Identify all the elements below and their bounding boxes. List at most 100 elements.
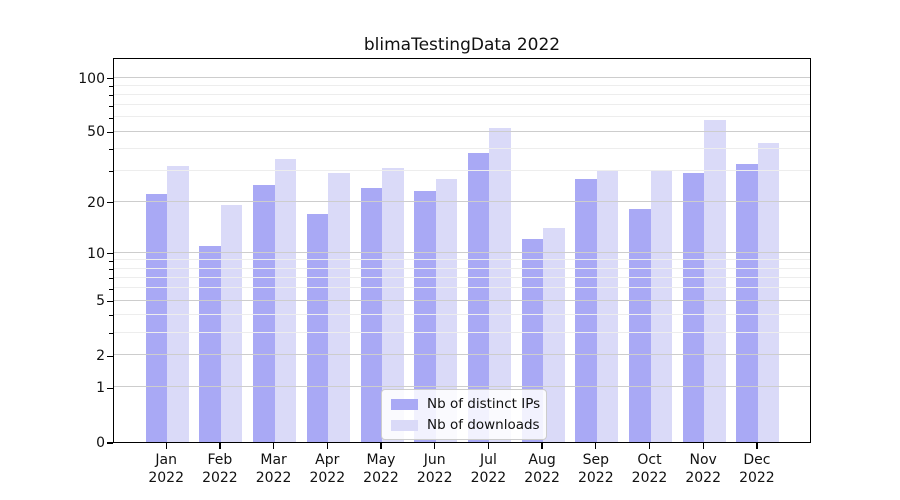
x-tick-label-feb: Feb 2022	[202, 452, 238, 486]
gridline	[114, 130, 810, 132]
y-tick-mark	[107, 131, 113, 134]
y-minor-tick-mark	[109, 333, 113, 334]
gridline	[114, 116, 810, 118]
gridline	[114, 386, 810, 388]
gridline	[114, 299, 810, 301]
bar-apr-downloads	[328, 173, 350, 442]
x-tick-mark	[434, 443, 436, 449]
bar-apr-distinct-ips	[306, 213, 329, 442]
legend-item-distinct-ips: Nb of distinct IPs	[391, 396, 541, 412]
x-tick-mark	[380, 443, 382, 449]
bar-jun-distinct-ips	[414, 191, 436, 442]
bar-dec-downloads	[757, 143, 780, 442]
x-tick-label-sep: Sep 2022	[577, 452, 614, 486]
y-tick-mark	[107, 442, 113, 444]
y-minor-tick-mark	[109, 105, 113, 107]
x-tick-label-may: May 2022	[363, 452, 399, 486]
gridline	[114, 169, 810, 171]
legend-swatch-distinct-ips	[391, 398, 418, 410]
bar-jan-distinct-ips	[145, 194, 168, 442]
bar-aug-downloads	[543, 228, 565, 442]
bar-nov-distinct-ips	[682, 173, 705, 442]
y-minor-tick-mark	[109, 315, 113, 317]
y-tick-label: 0	[96, 435, 105, 451]
chart-title: blimaTestingData 2022	[363, 35, 561, 55]
gridline	[114, 84, 810, 86]
y-minor-tick-mark	[109, 117, 113, 119]
bar-sep-distinct-ips	[575, 178, 597, 442]
bar-jan-downloads	[167, 165, 189, 442]
gridline	[114, 331, 810, 333]
gridline	[114, 93, 810, 95]
x-tick-mark	[648, 443, 651, 449]
bar-may-downloads	[382, 168, 404, 442]
x-tick-label-apr: Apr 2022	[309, 452, 346, 486]
bar-feb-downloads	[220, 205, 243, 442]
bar-sep-downloads	[596, 170, 619, 442]
x-tick-mark	[165, 443, 167, 449]
bar-oct-downloads	[650, 170, 672, 442]
bar-oct-distinct-ips	[629, 209, 651, 442]
gridline	[114, 76, 810, 78]
bar-jul-downloads	[489, 128, 511, 442]
y-tick-mark	[107, 387, 113, 389]
bar-nov-downloads	[704, 120, 726, 442]
legend: Nb of distinct IPs Nb of downloads	[381, 389, 547, 440]
x-tick-mark	[756, 443, 758, 449]
y-tick-label: 1	[96, 380, 105, 397]
bar-may-distinct-ips	[360, 187, 382, 442]
gridline	[114, 354, 810, 356]
x-tick-label-jul: Jul 2022	[470, 452, 507, 486]
y-tick-mark	[107, 355, 113, 357]
x-tick-label-mar: Mar 2022	[255, 452, 292, 486]
x-tick-mark	[272, 443, 275, 449]
x-tick-mark	[541, 443, 543, 449]
y-minor-tick-mark	[109, 171, 113, 173]
plot-area: Nb of distinct IPs Nb of downloads	[113, 58, 811, 443]
y-tick-label: 10	[87, 245, 105, 262]
bar-jul-distinct-ips	[467, 152, 490, 442]
gridline	[114, 276, 810, 278]
x-tick-mark	[219, 443, 221, 449]
y-tick-label: 100	[78, 70, 105, 87]
x-tick-label-aug: Aug 2022	[524, 452, 560, 486]
y-minor-tick-mark	[109, 95, 113, 97]
y-tick-label: 20	[87, 194, 105, 211]
x-tick-label-dec: Dec 2022	[739, 452, 775, 486]
bar-dec-distinct-ips	[736, 163, 758, 442]
x-tick-label-jun: Jun 2022	[416, 452, 453, 486]
x-tick-mark	[487, 443, 490, 449]
y-tick-mark	[107, 77, 113, 80]
y-minor-tick-mark	[109, 86, 113, 88]
x-tick-mark	[702, 443, 704, 449]
y-minor-tick-mark	[109, 288, 113, 290]
y-tick-label: 50	[87, 124, 105, 141]
legend-item-downloads: Nb of downloads	[391, 417, 540, 433]
gridline	[114, 104, 810, 106]
gridline	[114, 313, 810, 315]
y-minor-tick-mark	[109, 149, 113, 151]
bar-jun-downloads	[435, 178, 458, 442]
y-tick-mark	[107, 201, 113, 204]
bar-feb-distinct-ips	[199, 245, 221, 442]
gridline	[114, 267, 810, 269]
legend-swatch-downloads	[391, 419, 418, 431]
x-tick-mark	[595, 443, 597, 449]
legend-label: Nb of distinct IPs	[427, 396, 541, 412]
x-tick-label-oct: Oct 2022	[631, 452, 668, 486]
gridline	[114, 251, 810, 253]
y-minor-tick-mark	[109, 268, 113, 270]
y-minor-tick-mark	[109, 278, 113, 280]
y-tick-label: 2	[96, 348, 105, 365]
x-tick-label-nov: Nov 2022	[685, 452, 721, 486]
y-tick-mark	[107, 300, 113, 303]
bar-mar-distinct-ips	[253, 184, 275, 442]
gridline	[114, 287, 810, 289]
y-tick-mark	[107, 252, 113, 255]
bar-mar-downloads	[274, 159, 297, 442]
x-tick-mark	[326, 443, 328, 449]
y-minor-tick-mark	[109, 260, 113, 262]
x-tick-label-jan: Jan 2022	[148, 452, 184, 486]
y-tick-label: 5	[96, 293, 105, 310]
